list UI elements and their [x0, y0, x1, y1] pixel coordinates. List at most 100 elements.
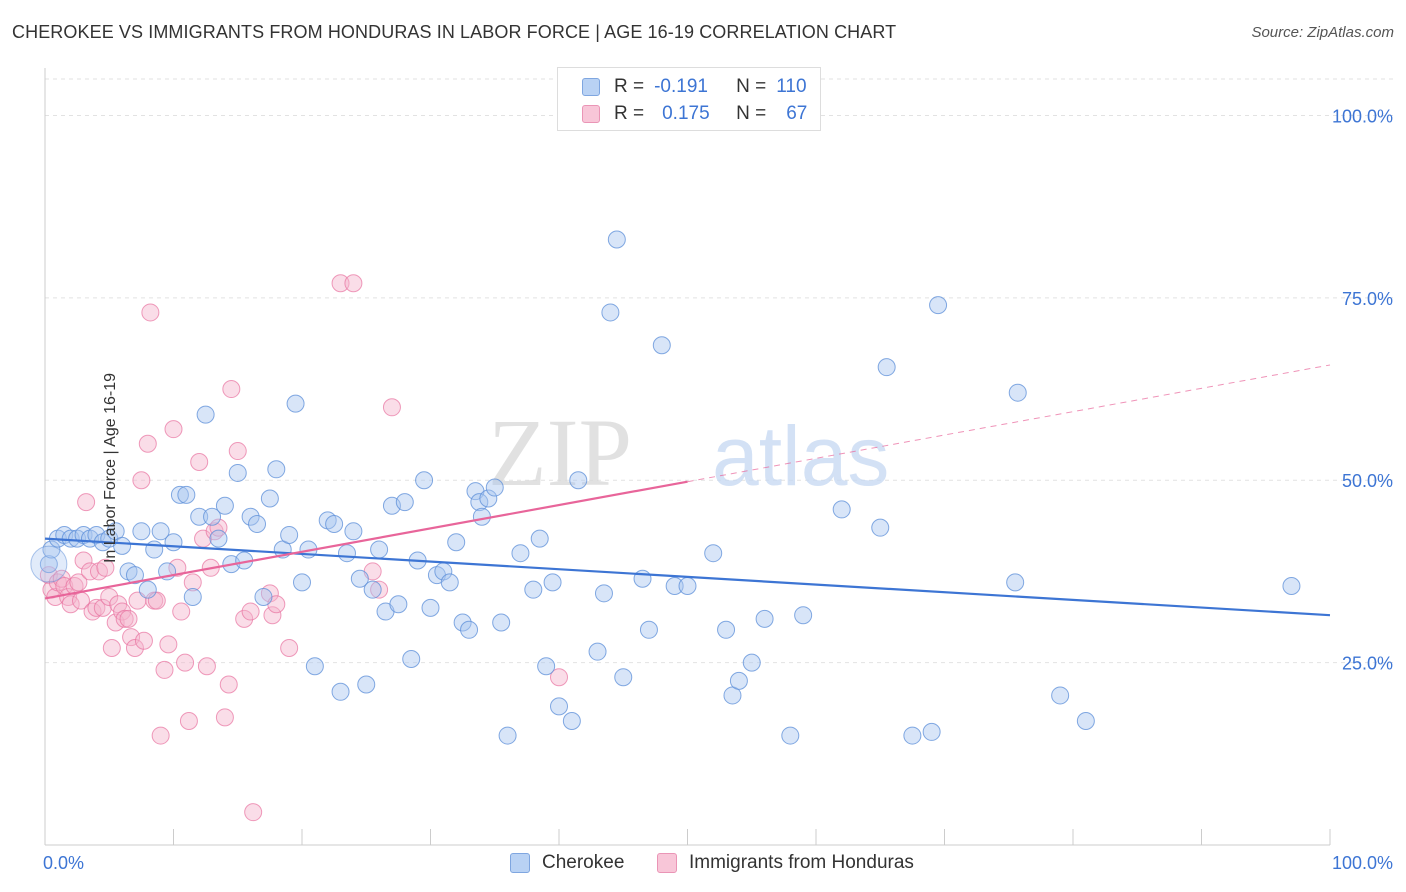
trend-lines [44, 364, 1331, 617]
legend-n-value-honduras: 67 [786, 103, 808, 124]
legend-n-label: N = [736, 103, 767, 124]
data-point-cherokee [305, 657, 324, 676]
data-point-honduras [77, 493, 96, 512]
data-point-cherokee [447, 533, 466, 552]
data-point-cherokee [138, 580, 157, 599]
data-point-cherokee [537, 657, 556, 676]
y-tick-label: 50.0% [1342, 471, 1393, 491]
data-point-cherokee [929, 296, 948, 315]
data-point-honduras [241, 602, 260, 621]
data-point-honduras [176, 653, 195, 672]
data-point-cherokee-cluster [30, 545, 68, 583]
data-point-cherokee [498, 726, 517, 745]
data-point-cherokee [196, 405, 215, 424]
data-point-cherokee [665, 577, 684, 596]
data-point-cherokee [755, 609, 774, 628]
data-point-cherokee [267, 460, 286, 479]
data-point-cherokee [260, 489, 279, 508]
data-point-cherokee [39, 555, 58, 574]
data-point-honduras [69, 573, 88, 592]
data-point-cherokee [344, 522, 363, 541]
data-point-honduras [74, 551, 93, 570]
data-point-honduras [209, 518, 228, 537]
legend-r-value-honduras: 0.175 [662, 103, 710, 124]
legend-swatch-cherokee [582, 78, 600, 96]
data-point-cherokee [132, 522, 151, 541]
data-point-honduras [219, 675, 238, 694]
legend-swatch-honduras [582, 105, 600, 123]
data-point-cherokee [1076, 711, 1095, 730]
axes [44, 68, 1331, 846]
data-point-honduras [183, 573, 202, 592]
data-point-cherokee [331, 682, 350, 701]
data-point-cherokee [453, 613, 472, 632]
data-point-honduras [93, 598, 112, 617]
data-point-cherokee [440, 573, 459, 592]
data-point-honduras [61, 595, 80, 614]
data-point-honduras [100, 587, 119, 606]
bottom-legend-label-cherokee: Cherokee [542, 852, 625, 873]
y-tick-label: 25.0% [1342, 654, 1393, 674]
data-point-honduras [151, 726, 170, 745]
data-point-cherokee [479, 489, 498, 508]
chart-title: CHEROKEE VS IMMIGRANTS FROM HONDURAS IN … [12, 22, 897, 42]
data-point-cherokee [922, 722, 941, 741]
data-point-honduras [382, 398, 401, 417]
data-point-honduras [370, 580, 389, 599]
series-immigrants-from-honduras [39, 274, 568, 822]
data-point-cherokee [370, 540, 389, 559]
data-point-cherokee [402, 649, 421, 668]
data-point-honduras [113, 602, 132, 621]
watermark-atlas: atlas [712, 409, 889, 503]
data-point-cherokee [569, 471, 588, 490]
data-point-honduras [263, 606, 282, 625]
data-point-cherokee [215, 496, 234, 515]
data-point-cherokee [678, 577, 697, 596]
data-point-cherokee [460, 620, 479, 639]
data-point-cherokee [794, 606, 813, 625]
trend-line-cherokee [44, 537, 1331, 617]
data-point-honduras [125, 639, 144, 658]
trend-line-honduras [44, 480, 688, 600]
data-point-cherokee [903, 726, 922, 745]
data-point-cherokee [1008, 383, 1027, 402]
data-point-cherokee [357, 675, 376, 694]
data-point-honduras [344, 274, 363, 293]
legend-r-value-cherokee: -0.191 [654, 76, 708, 97]
y-axis-label: In Labor Force | Age 16-19 [102, 372, 120, 564]
bottom-legend-cherokee[interactable]: Cherokee [510, 852, 624, 874]
data-point-honduras [119, 609, 138, 628]
data-point-honduras [179, 711, 198, 730]
legend-r-label: R = [614, 103, 645, 124]
data-point-cherokee [485, 478, 504, 497]
data-point-cherokee [190, 507, 209, 526]
data-point-cherokee [639, 620, 658, 639]
data-point-cherokee [415, 471, 434, 490]
data-point-cherokee [389, 595, 408, 614]
data-point-honduras [235, 609, 254, 628]
data-point-cherokee [177, 485, 196, 504]
data-point-cherokee [280, 525, 299, 544]
data-point-cherokee [286, 394, 305, 413]
data-point-honduras [155, 660, 174, 679]
data-point-cherokee [729, 671, 748, 690]
data-point-honduras [115, 609, 134, 628]
data-point-cherokee [228, 463, 247, 482]
data-point-cherokee [203, 507, 222, 526]
data-point-cherokee [530, 529, 549, 548]
data-point-cherokee [337, 544, 356, 563]
data-point-cherokee [248, 515, 267, 534]
data-point-cherokee [254, 587, 273, 606]
bottom-legend-honduras[interactable]: Immigrants from Honduras [657, 852, 914, 874]
data-point-cherokee [151, 522, 170, 541]
legend-r-label: R = [614, 76, 645, 97]
data-point-honduras [331, 274, 350, 293]
trend-line-honduras-extrapolated [687, 364, 1331, 483]
data-point-honduras [244, 803, 263, 822]
data-point-cherokee [145, 540, 164, 559]
data-point-cherokee [350, 569, 369, 588]
x-tick-label-max: 100.0% [1332, 853, 1393, 873]
y-tick-label: 100.0% [1332, 106, 1393, 126]
data-point-cherokee [183, 587, 202, 606]
